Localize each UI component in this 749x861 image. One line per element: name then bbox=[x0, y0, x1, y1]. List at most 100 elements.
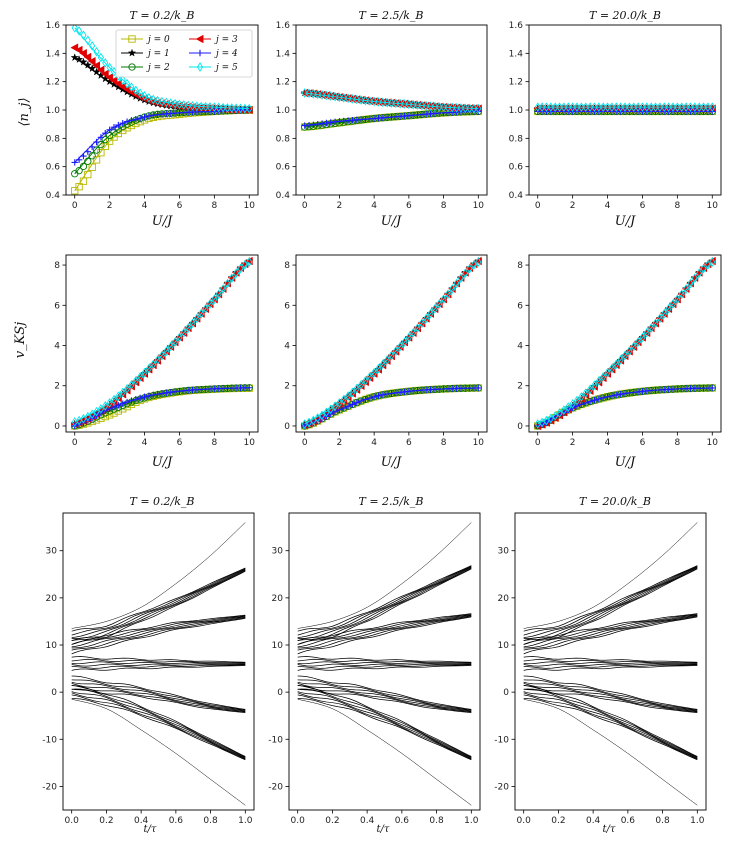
x-tick-label: 0.0 bbox=[517, 816, 532, 826]
data-point bbox=[600, 102, 607, 113]
series-markers-5 bbox=[301, 257, 482, 429]
data-point bbox=[88, 163, 96, 171]
x-tick-label: 4 bbox=[142, 438, 148, 448]
data-point bbox=[102, 407, 109, 415]
data-point bbox=[163, 97, 170, 108]
data-point bbox=[344, 93, 352, 104]
data-point bbox=[100, 69, 109, 79]
data-point bbox=[137, 371, 144, 382]
data-point bbox=[202, 101, 209, 112]
x-tick-label: 10 bbox=[707, 201, 719, 211]
level-line bbox=[297, 656, 472, 663]
y-tick-label: 0.4 bbox=[46, 191, 61, 201]
y-tick-label: -10 bbox=[42, 735, 57, 745]
data-point bbox=[180, 327, 187, 338]
data-point bbox=[185, 323, 192, 333]
row1-ylabel: ⟨n_j⟩ bbox=[17, 97, 32, 126]
data-point bbox=[375, 392, 382, 399]
data-point bbox=[323, 407, 330, 418]
subplot-2: 0 2 4 6 8 10 0.4 0.6 0.8 1.0 1.2 1.4 1.6 bbox=[276, 21, 488, 211]
data-point bbox=[128, 379, 135, 390]
data-point bbox=[92, 146, 101, 154]
data-point bbox=[109, 76, 118, 85]
series-markers-5 bbox=[71, 25, 253, 114]
level-line bbox=[71, 685, 246, 713]
data-point bbox=[427, 308, 434, 319]
data-point bbox=[237, 263, 244, 274]
data-point bbox=[565, 402, 572, 412]
data-point bbox=[617, 355, 624, 365]
data-point bbox=[70, 53, 79, 62]
data-point bbox=[366, 394, 373, 402]
data-point bbox=[141, 367, 148, 378]
data-point bbox=[578, 401, 585, 408]
row3-xlabel-col1: t/τ bbox=[144, 824, 157, 835]
data-point bbox=[180, 100, 187, 110]
data-point bbox=[83, 60, 93, 69]
y-tick-label: 0.6 bbox=[276, 163, 291, 173]
data-point bbox=[246, 257, 253, 267]
x-tick-label: 6 bbox=[640, 201, 646, 211]
data-point bbox=[453, 103, 460, 113]
data-point bbox=[661, 308, 668, 319]
data-point bbox=[79, 162, 88, 171]
data-point bbox=[379, 359, 386, 370]
x-tick-label: 4 bbox=[371, 438, 377, 448]
level-line bbox=[523, 664, 698, 669]
data-point bbox=[84, 411, 91, 422]
x-tick-label: 2 bbox=[570, 438, 576, 448]
y-tick-label: 1.6 bbox=[276, 21, 291, 31]
data-point bbox=[132, 116, 140, 123]
row1-xlabel-col1: U/J bbox=[152, 214, 173, 229]
x-tick-label: 2 bbox=[337, 201, 343, 211]
data-point bbox=[193, 101, 201, 112]
data-point bbox=[119, 126, 127, 135]
level-line bbox=[71, 570, 246, 645]
axes-frame bbox=[65, 24, 259, 196]
subplot-8: 0.0 0.2 0.4 0.6 0.8 1.0 -20 -10 0 10 20 30 bbox=[268, 512, 481, 826]
legend-marker-2 bbox=[128, 63, 136, 71]
data-point bbox=[678, 289, 685, 300]
series-markers-5 bbox=[301, 88, 482, 114]
data-point bbox=[219, 102, 227, 113]
data-point bbox=[414, 100, 421, 110]
data-point bbox=[79, 177, 88, 185]
data-point bbox=[176, 99, 183, 110]
level-line bbox=[71, 656, 246, 663]
data-point bbox=[97, 140, 105, 149]
legend-label-5: j = 5 bbox=[214, 63, 238, 73]
x-tick-label: 10 bbox=[244, 438, 256, 448]
level-line bbox=[297, 522, 472, 629]
data-point bbox=[388, 350, 395, 361]
data-point bbox=[101, 135, 109, 144]
level-line bbox=[523, 566, 698, 638]
y-tick-label: 8 bbox=[54, 261, 60, 271]
data-point bbox=[318, 410, 326, 421]
data-point bbox=[198, 308, 205, 319]
level-bundle-4 bbox=[71, 675, 246, 713]
title-row1-col3: T = 20.0/k_B bbox=[589, 9, 661, 22]
x-tick-label: 4 bbox=[142, 201, 148, 211]
data-point bbox=[617, 102, 624, 113]
data-point bbox=[145, 93, 153, 103]
data-point bbox=[88, 143, 96, 151]
y-tick-label: 0 bbox=[517, 422, 523, 432]
level-line bbox=[297, 616, 472, 655]
plot-area bbox=[70, 25, 254, 195]
level-line bbox=[297, 614, 472, 648]
data-point bbox=[105, 137, 114, 145]
level-line bbox=[71, 568, 246, 638]
data-point bbox=[145, 112, 153, 120]
series-markers-4 bbox=[71, 106, 253, 166]
data-point bbox=[128, 117, 135, 124]
data-point bbox=[349, 401, 356, 408]
data-point bbox=[414, 323, 421, 333]
level-line bbox=[71, 685, 246, 757]
data-point bbox=[84, 148, 92, 155]
data-point bbox=[709, 102, 716, 113]
level-line bbox=[523, 522, 698, 629]
x-tick-label: 0 bbox=[72, 438, 78, 448]
x-tick-label: 0 bbox=[302, 438, 308, 448]
x-tick-label: 0 bbox=[72, 201, 78, 211]
data-point bbox=[314, 413, 321, 423]
